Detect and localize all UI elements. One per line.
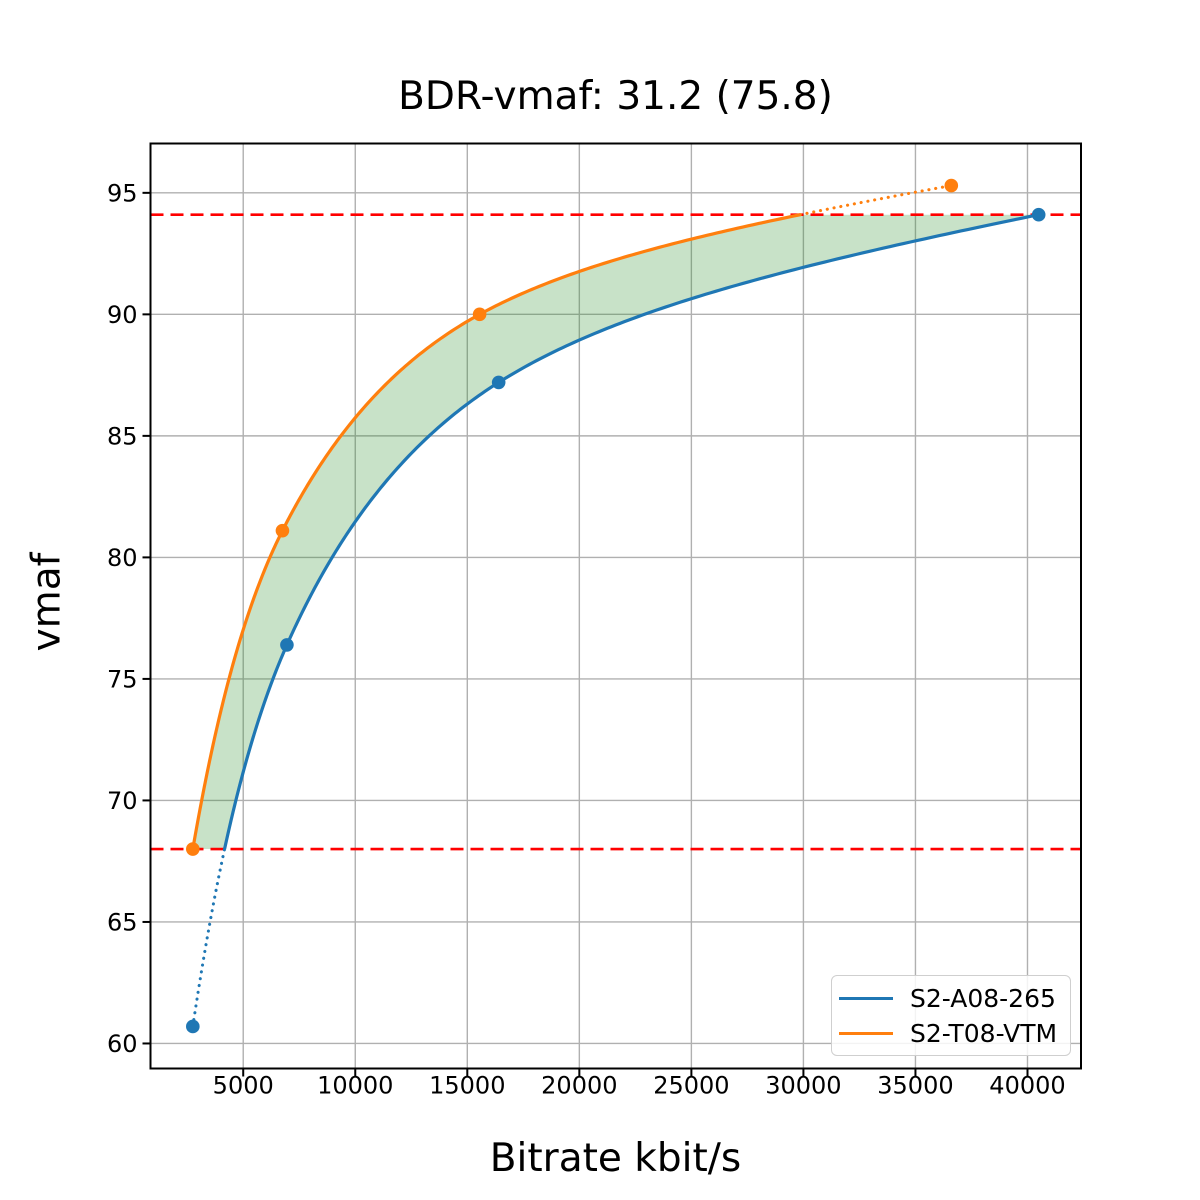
data-point-marker — [472, 307, 487, 322]
series-curve-dotted — [191, 847, 227, 1028]
x-tick-label: 10000 — [317, 1072, 393, 1100]
legend: S2-A08-265 S2-T08-VTM — [831, 975, 1071, 1056]
data-point-marker — [1031, 207, 1046, 222]
legend-line-sample-blue — [839, 996, 893, 1000]
y-tick-label: 80 — [107, 544, 138, 572]
axes-frame — [149, 142, 1082, 1070]
y-tick-label: 60 — [107, 1030, 138, 1058]
y-tick-label: 85 — [107, 422, 138, 450]
y-tick-label: 70 — [107, 787, 138, 815]
x-axis-label: Bitrate kbit/s — [489, 1136, 742, 1181]
legend-line-sample-orange — [839, 1031, 893, 1035]
y-axis-label: vmaf — [24, 552, 70, 652]
data-point-marker — [491, 375, 506, 390]
y-tick-label: 75 — [107, 665, 138, 693]
x-tick-label: 20000 — [541, 1072, 617, 1100]
data-point-marker — [275, 523, 290, 538]
y-tick-label: 95 — [107, 179, 138, 207]
y-tick-label: 65 — [107, 908, 138, 936]
chart-title: BDR-vmaf: 31.2 (75.8) — [398, 74, 833, 119]
legend-item-s2-a08-265: S2-A08-265 — [839, 986, 1070, 1011]
series-curve-solid — [191, 213, 801, 850]
bd-shaded-area — [192, 214, 1039, 850]
legend-label: S2-T08-VTM — [910, 1018, 1058, 1048]
x-tick-label: 35000 — [877, 1072, 953, 1100]
x-tick-label: 30000 — [765, 1072, 841, 1100]
x-tick-label: 25000 — [653, 1072, 729, 1100]
data-point-marker — [280, 638, 294, 652]
y-tick-label: 90 — [107, 301, 138, 329]
legend-label: S2-A08-265 — [910, 983, 1056, 1013]
x-tick-label: 15000 — [429, 1072, 505, 1100]
x-tick-label: 40000 — [989, 1072, 1065, 1100]
x-tick-label: 5000 — [213, 1072, 274, 1100]
legend-item-s2-t08-vtm: S2-T08-VTM — [839, 1021, 1070, 1046]
data-point-marker — [186, 1019, 200, 1034]
series-curve-dotted — [798, 184, 953, 217]
series-curve-solid — [223, 213, 1040, 850]
data-point-marker — [186, 842, 200, 856]
data-point-marker — [944, 178, 959, 193]
